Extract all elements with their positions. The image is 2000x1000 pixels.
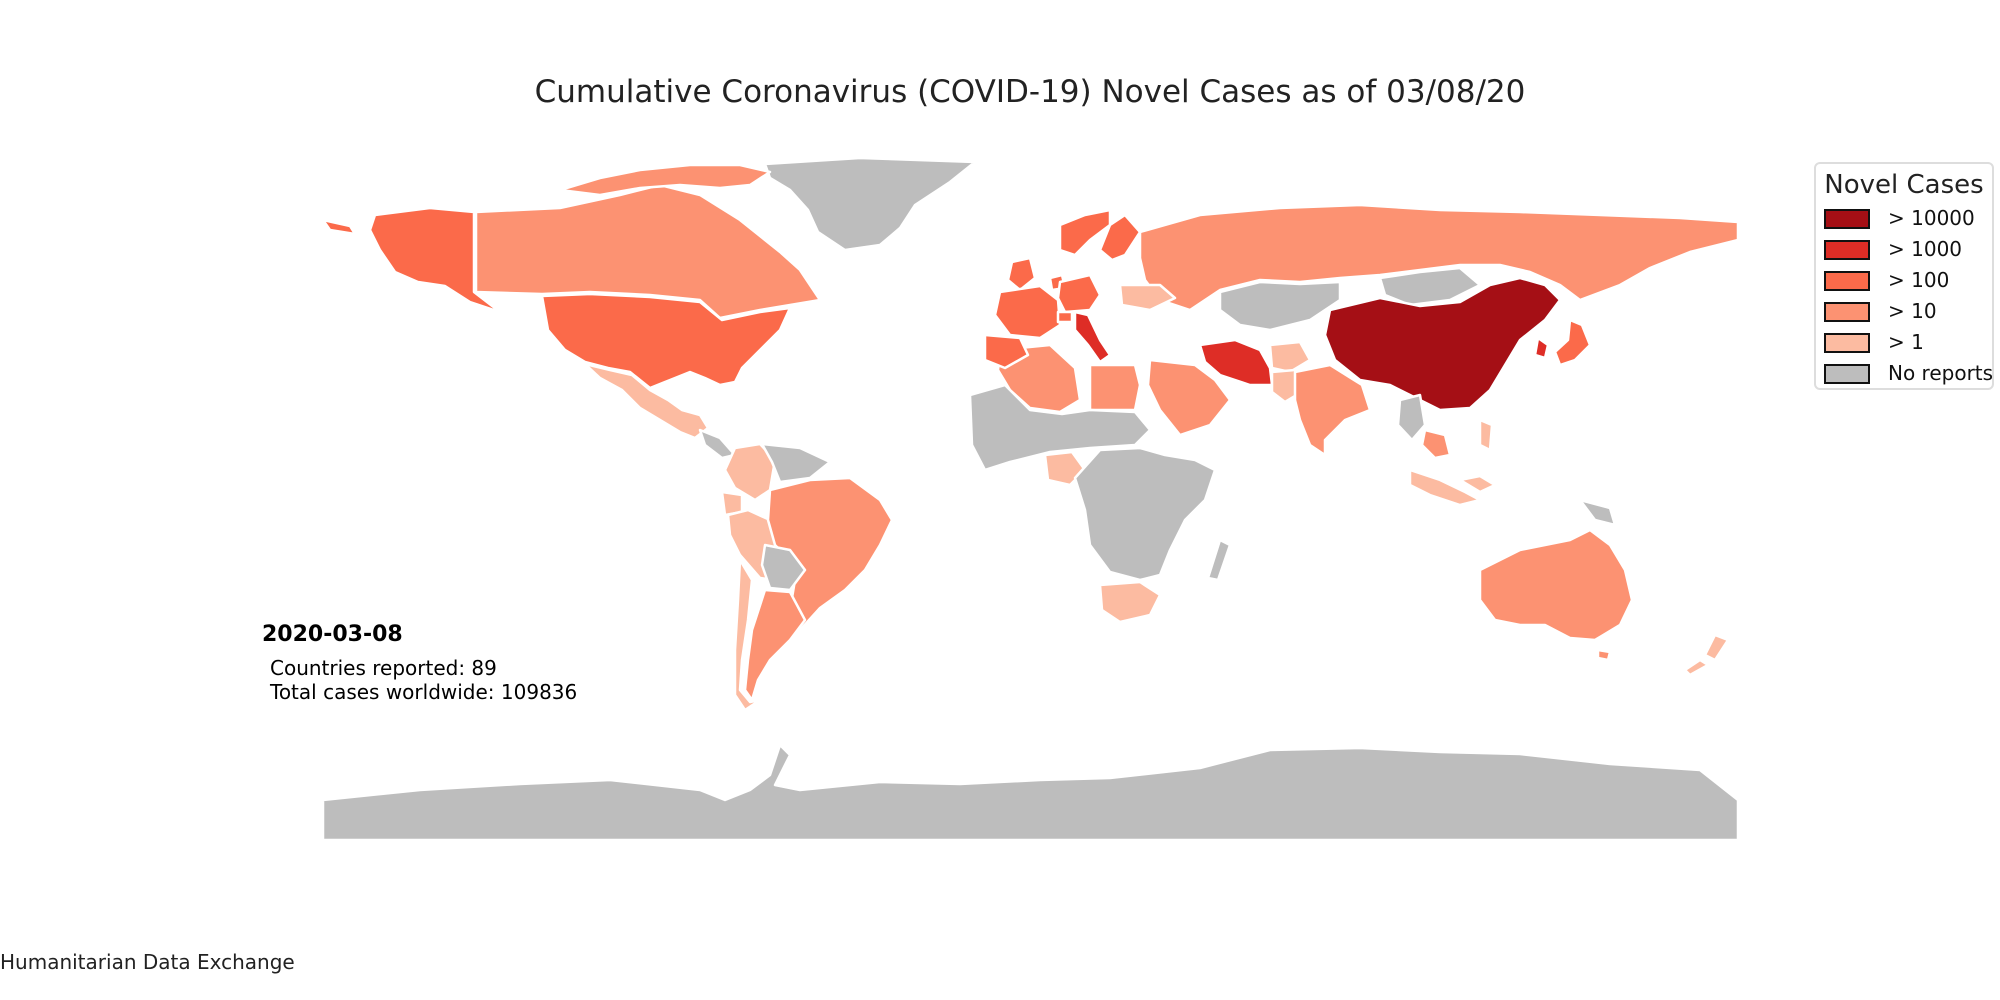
region-australia <box>1596 648 1612 662</box>
region-united-kingdom <box>1006 256 1037 292</box>
region-greenland <box>763 156 977 252</box>
legend-swatch <box>1824 302 1870 322</box>
region-alaska <box>321 218 357 236</box>
region-central-africa <box>1073 446 1217 582</box>
region-switzerland <box>1056 310 1074 324</box>
region-canada <box>558 163 772 197</box>
legend-title: Novel Cases <box>1824 170 1984 200</box>
region-afghanistan <box>1268 340 1312 374</box>
legend-item: > 1000 <box>1824 237 1994 261</box>
legend-swatch <box>1824 333 1870 353</box>
region-saudi-arabia <box>1146 358 1232 437</box>
legend-item: > 10 <box>1824 299 1994 323</box>
region-egypt <box>1088 363 1142 412</box>
region-france <box>993 284 1062 340</box>
region-russia <box>1138 203 1740 312</box>
region-indonesia <box>1408 468 1482 507</box>
region-malaysia <box>1420 428 1452 460</box>
chart-title: Cumulative Coronavirus (COVID-19) Novel … <box>534 74 1526 110</box>
region-south-korea <box>1533 336 1550 360</box>
legend-item: > 10000 <box>1824 206 1994 230</box>
legend-swatch <box>1824 364 1870 384</box>
total-cases-text: Total cases worldwide: 109836 <box>270 680 578 704</box>
region-new-zealand <box>1703 633 1730 662</box>
legend-label: > 10000 <box>1888 206 1975 230</box>
legend-item: > 100 <box>1824 268 1994 292</box>
region-china <box>1323 276 1562 412</box>
legend-label: > 10 <box>1888 299 1937 323</box>
region-chile <box>733 558 762 712</box>
region-argentina <box>743 588 807 702</box>
region-myanmar <box>698 428 737 460</box>
region-spain <box>983 333 1030 370</box>
region-indonesia <box>1458 474 1497 494</box>
legend-swatch <box>1824 240 1870 260</box>
region-mexico <box>583 362 710 440</box>
legend-swatch <box>1824 209 1870 229</box>
region-australia <box>1478 528 1634 642</box>
region-kazakhstan <box>1218 280 1342 332</box>
region-italy <box>1073 310 1112 364</box>
region-alaska <box>368 206 502 314</box>
region-venezuela <box>760 442 832 484</box>
legend-swatch <box>1824 271 1870 291</box>
legend-label: > 100 <box>1888 268 1950 292</box>
region-mongolia <box>1378 266 1482 307</box>
region-philippines <box>1478 418 1494 452</box>
region-united-states <box>540 292 792 390</box>
region-new-zealand <box>1683 658 1710 677</box>
source-credit: Humanitarian Data Exchange <box>0 950 295 974</box>
region-sweden <box>1098 213 1142 262</box>
legend: Novel Cases > 10000 > 1000 > 100 > 10 > … <box>1814 162 1994 390</box>
legend-label: > 1000 <box>1888 237 1963 261</box>
region-germany <box>1056 273 1102 314</box>
region-bolivia <box>760 543 807 592</box>
legend-label: > 1 <box>1888 330 1924 354</box>
legend-item: > 1 <box>1824 330 1994 354</box>
region-antarctica <box>321 743 1740 842</box>
countries-reported-text: Countries reported: 89 <box>270 656 497 680</box>
region-ukraine <box>1118 283 1177 312</box>
annotation-date: 2020-03-08 <box>262 622 403 647</box>
legend-label: No reports <box>1888 361 1994 385</box>
region-india <box>1293 363 1372 457</box>
region-myanmar <box>1396 393 1427 442</box>
region-japan <box>1553 318 1592 367</box>
region-africa-sahara <box>968 383 1152 472</box>
region-norway <box>1058 208 1112 257</box>
region-south-africa <box>1098 580 1162 624</box>
region-papua-new-guinea <box>1578 498 1617 527</box>
region-madagascar <box>1206 538 1232 582</box>
legend-item: No reports <box>1824 361 1994 385</box>
